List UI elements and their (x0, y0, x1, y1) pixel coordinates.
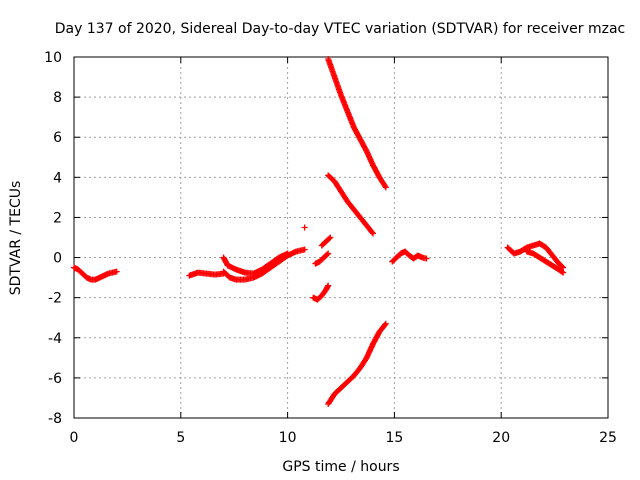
data-point (381, 321, 388, 328)
data-point (301, 224, 308, 231)
data-point (325, 250, 332, 257)
axis-ticks (73, 56, 609, 419)
data-point (326, 235, 333, 242)
data-point (325, 282, 332, 289)
x-tick-label: 20 (492, 430, 510, 446)
y-tick-label: -2 (48, 291, 62, 307)
x-axis-tick-labels: 0 5 10 15 20 25 (70, 430, 617, 446)
y-axis-label: SDTVAR / TECUs (8, 181, 24, 296)
data-point (382, 320, 389, 327)
y-tick-label: 10 (44, 50, 62, 66)
y-tick-label: 2 (53, 210, 62, 226)
y-tick-label: 6 (53, 130, 62, 146)
data-point (382, 183, 389, 190)
data-point (327, 234, 334, 241)
y-tick-label: 0 (53, 251, 62, 267)
data-point (113, 268, 120, 275)
data-points (71, 56, 567, 407)
x-tick-label: 15 (385, 430, 403, 446)
x-tick-label: 10 (279, 430, 297, 446)
data-point (324, 251, 331, 258)
y-axis-tick-labels: -8 -6 -4 -2 0 2 4 6 8 10 (44, 50, 62, 427)
data-point (369, 229, 376, 236)
y-tick-label: -4 (48, 331, 62, 347)
plot-frame (73, 56, 609, 419)
data-point (560, 269, 567, 276)
x-tick-label: 5 (176, 430, 185, 446)
chart-title: Day 137 of 2020, Sidereal Day-to-day VTE… (55, 21, 625, 37)
data-point (370, 230, 377, 237)
data-point (560, 264, 567, 271)
x-tick-label: 25 (599, 430, 617, 446)
x-tick-label: 0 (70, 430, 79, 446)
data-point (559, 263, 566, 270)
data-point (284, 250, 291, 257)
x-axis-label: GPS time / hours (282, 459, 399, 475)
y-tick-label: 8 (53, 90, 62, 106)
data-point (559, 268, 566, 275)
y-tick-label: -6 (48, 371, 62, 387)
y-tick-label: 4 (53, 170, 62, 186)
data-point (382, 184, 389, 191)
y-tick-label: -8 (48, 411, 62, 427)
data-point (423, 255, 430, 262)
data-point (301, 246, 308, 253)
